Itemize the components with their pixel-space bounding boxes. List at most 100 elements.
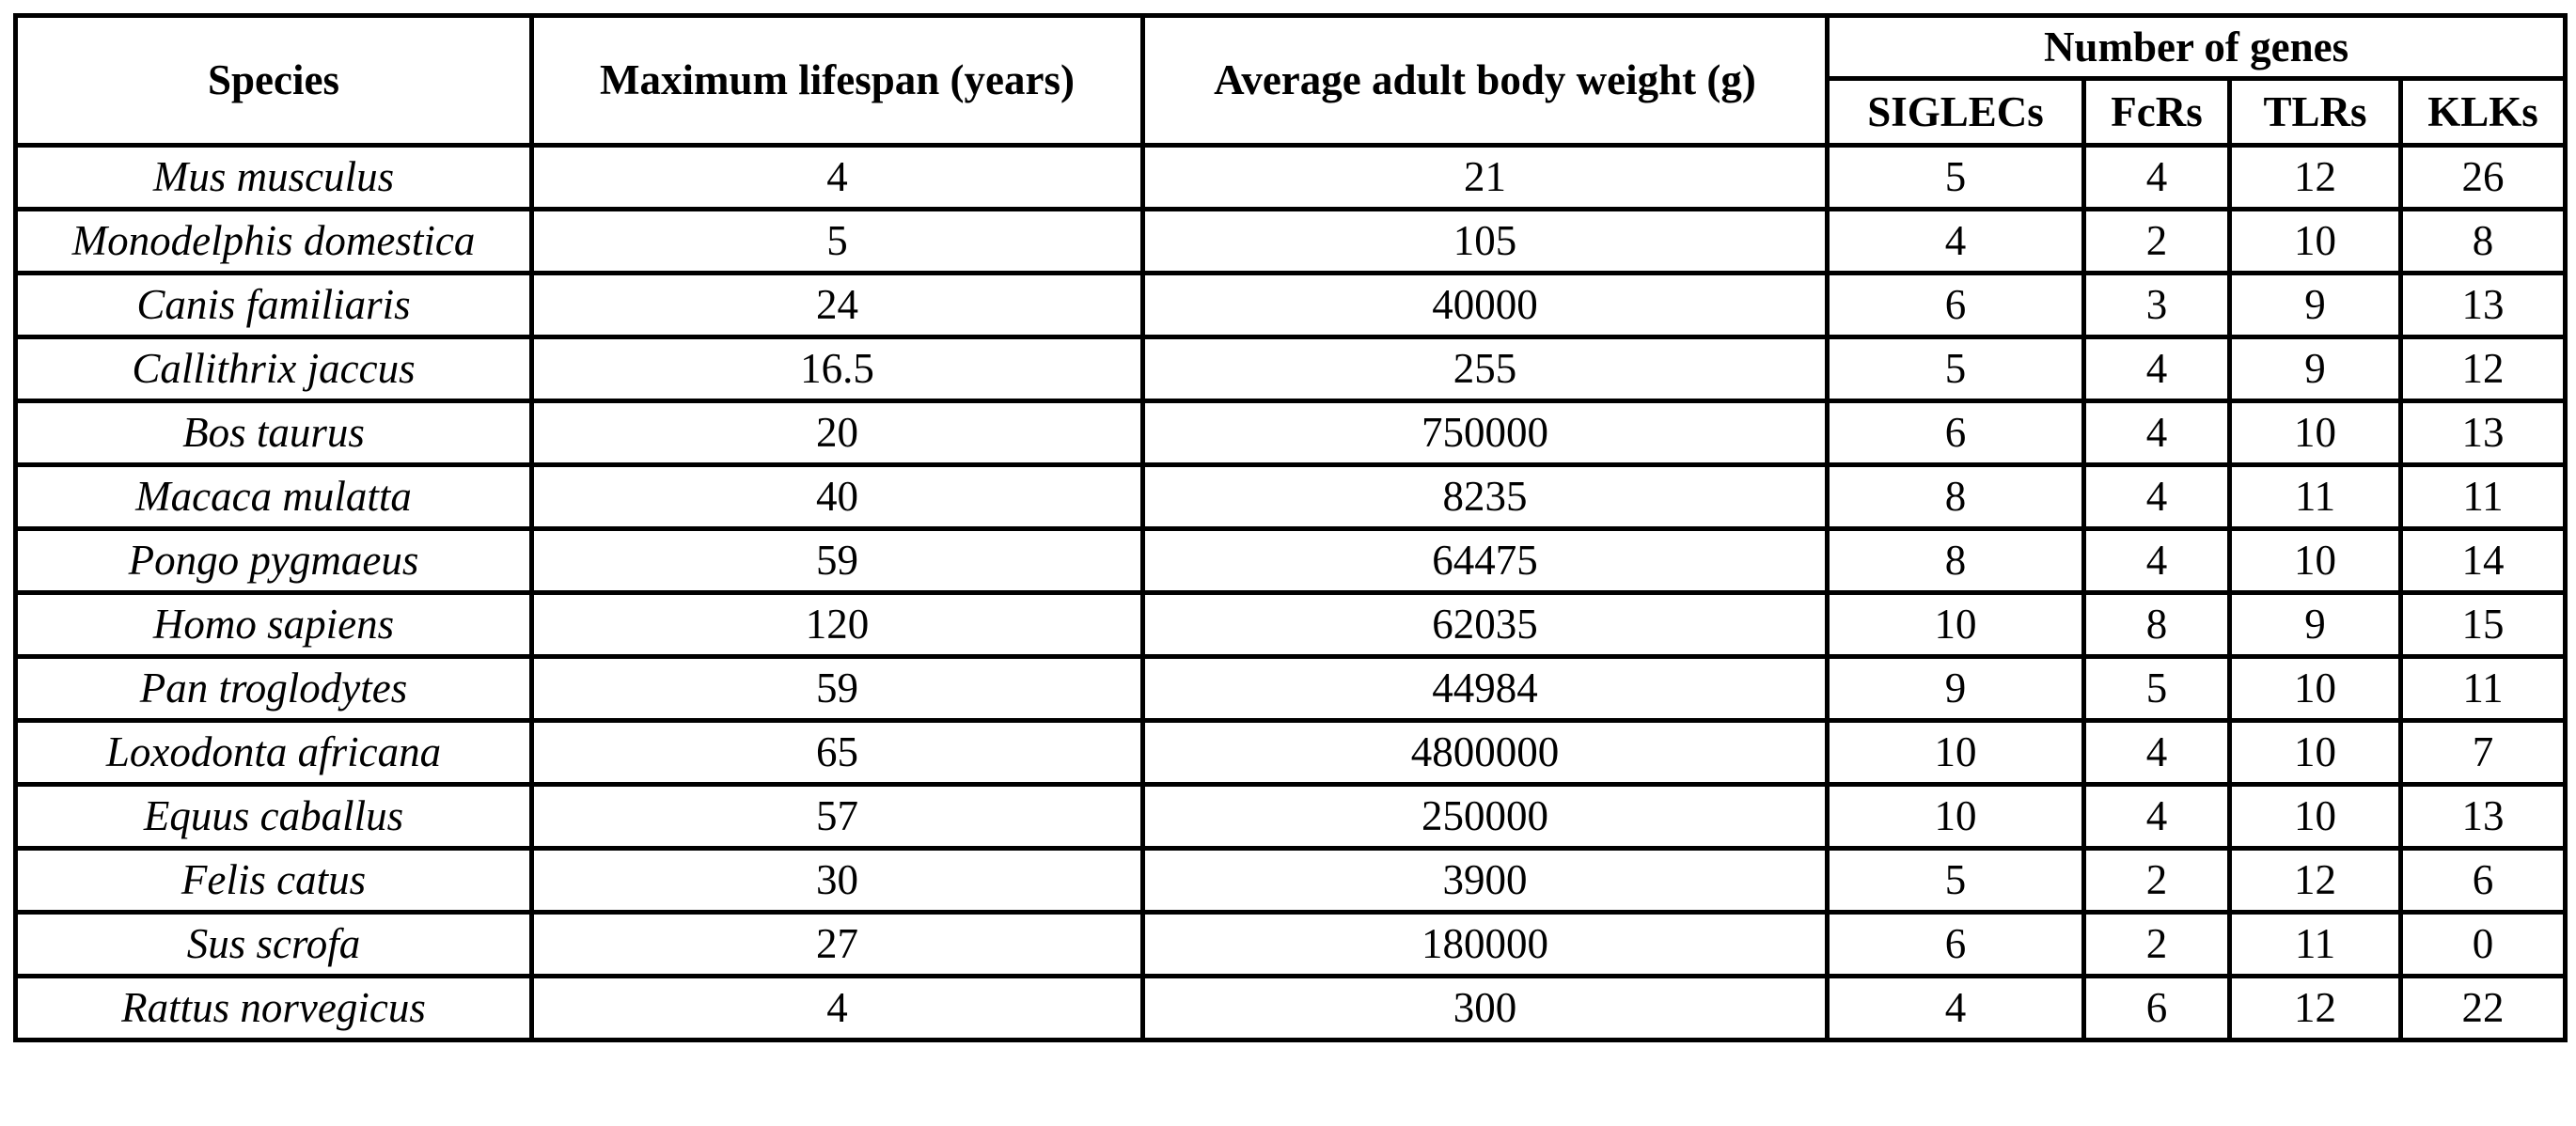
value-cell: 14 — [2397, 526, 2568, 595]
table-body: Mus musculus 4 21 5 4 12 26 Monodelphis domesti… — [13, 143, 2568, 1042]
value-cell: 10 — [2227, 526, 2403, 595]
value-cell: 59 — [529, 654, 1145, 723]
value-cell: 8 — [1825, 462, 2086, 531]
value-cell: 64475 — [1140, 526, 1830, 595]
value-cell: 5 — [529, 207, 1145, 275]
table-row: Equus caballus 57 250000 10 4 10 13 — [13, 782, 2568, 851]
value-cell: 62035 — [1140, 590, 1830, 659]
value-cell: 40 — [529, 462, 1145, 531]
value-cell: 4 — [2081, 526, 2232, 595]
value-cell: 26 — [2397, 143, 2568, 211]
value-cell: 30 — [529, 846, 1145, 915]
species-cell: Bos taurus — [13, 399, 534, 467]
value-cell: 16.5 — [529, 335, 1145, 403]
value-cell: 250000 — [1140, 782, 1830, 851]
value-cell: 24 — [529, 271, 1145, 339]
value-cell: 10 — [2227, 654, 2403, 723]
value-cell: 10 — [2227, 207, 2403, 275]
value-cell: 750000 — [1140, 399, 1830, 467]
value-cell: 8 — [2397, 207, 2568, 275]
value-cell: 12 — [2227, 846, 2403, 915]
value-cell: 10 — [1825, 718, 2086, 787]
value-cell: 13 — [2397, 271, 2568, 339]
value-cell: 4 — [2081, 399, 2232, 467]
value-cell: 4 — [1825, 207, 2086, 275]
value-cell: 2 — [2081, 207, 2232, 275]
value-cell: 5 — [2081, 654, 2232, 723]
value-cell: 44984 — [1140, 654, 1830, 723]
value-cell: 10 — [2227, 399, 2403, 467]
value-cell: 6 — [1825, 271, 2086, 339]
species-cell: Homo sapiens — [13, 590, 534, 659]
value-cell: 4 — [529, 143, 1145, 211]
column-header: SIGLECs — [1825, 76, 2086, 148]
data-table: Species Maximum lifespan (years) Average… — [13, 13, 2568, 1042]
column-header: Average adult body weight (g) — [1140, 13, 1830, 148]
value-cell: 9 — [2227, 335, 2403, 403]
value-cell: 21 — [1140, 143, 1830, 211]
value-cell: 12 — [2227, 974, 2403, 1042]
value-cell: 3900 — [1140, 846, 1830, 915]
value-cell: 12 — [2397, 335, 2568, 403]
value-cell: 15 — [2397, 590, 2568, 659]
value-cell: 10 — [1825, 782, 2086, 851]
species-cell: Rattus norvegicus — [13, 974, 534, 1042]
value-cell: 40000 — [1140, 271, 1830, 339]
column-header: Species — [13, 13, 534, 148]
table-row: Pan troglodytes 59 44984 9 5 10 11 — [13, 654, 2568, 723]
value-cell: 5 — [1825, 143, 2086, 211]
table-row: Homo sapiens 120 62035 10 8 9 15 — [13, 590, 2568, 659]
species-cell: Pan troglodytes — [13, 654, 534, 723]
value-cell: 5 — [1825, 846, 2086, 915]
value-cell: 0 — [2397, 910, 2568, 978]
value-cell: 9 — [2227, 590, 2403, 659]
table-row: Canis familiaris 24 40000 6 3 9 13 — [13, 271, 2568, 339]
value-cell: 4 — [529, 974, 1145, 1042]
species-cell: Callithrix jaccus — [13, 335, 534, 403]
table-row: Sus scrofa 27 180000 6 2 11 0 — [13, 910, 2568, 978]
value-cell: 59 — [529, 526, 1145, 595]
species-cell: Loxodonta africana — [13, 718, 534, 787]
value-cell: 300 — [1140, 974, 1830, 1042]
table-row: Macaca mulatta 40 8235 8 4 11 11 — [13, 462, 2568, 531]
value-cell: 11 — [2227, 462, 2403, 531]
value-cell: 255 — [1140, 335, 1830, 403]
value-cell: 4 — [2081, 782, 2232, 851]
value-cell: 13 — [2397, 399, 2568, 467]
value-cell: 6 — [1825, 399, 2086, 467]
table-row: Loxodonta africana 65 4800000 10 4 10 7 — [13, 718, 2568, 787]
value-cell: 11 — [2227, 910, 2403, 978]
value-cell: 3 — [2081, 271, 2232, 339]
value-cell: 10 — [2227, 782, 2403, 851]
value-cell: 4 — [2081, 718, 2232, 787]
value-cell: 65 — [529, 718, 1145, 787]
value-cell: 2 — [2081, 910, 2232, 978]
table-row: Pongo pygmaeus 59 64475 8 4 10 14 — [13, 526, 2568, 595]
species-cell: Pongo pygmaeus — [13, 526, 534, 595]
species-cell: Monodelphis domestica — [13, 207, 534, 275]
species-cell: Felis catus — [13, 846, 534, 915]
value-cell: 180000 — [1140, 910, 1830, 978]
value-cell: 4800000 — [1140, 718, 1830, 787]
value-cell: 8235 — [1140, 462, 1830, 531]
column-header: KLKs — [2397, 76, 2568, 148]
value-cell: 8 — [1825, 526, 2086, 595]
value-cell: 11 — [2397, 654, 2568, 723]
table-row: Rattus norvegicus 4 300 4 6 12 22 — [13, 974, 2568, 1042]
table-row: Mus musculus 4 21 5 4 12 26 — [13, 143, 2568, 211]
species-cell: Canis familiaris — [13, 271, 534, 339]
value-cell: 20 — [529, 399, 1145, 467]
value-cell: 11 — [2397, 462, 2568, 531]
value-cell: 4 — [2081, 335, 2232, 403]
group-header: Number of genes — [1824, 13, 2568, 81]
table-row: Bos taurus 20 750000 6 4 10 13 — [13, 399, 2568, 467]
value-cell: 9 — [1825, 654, 2086, 723]
value-cell: 22 — [2397, 974, 2568, 1042]
value-cell: 9 — [2227, 271, 2403, 339]
value-cell: 105 — [1140, 207, 1830, 275]
table-row: Callithrix jaccus 16.5 255 5 4 9 12 — [13, 335, 2568, 403]
column-header: Maximum lifespan (years) — [529, 13, 1145, 148]
species-cell: Equus caballus — [13, 782, 534, 851]
value-cell: 4 — [1825, 974, 2086, 1042]
